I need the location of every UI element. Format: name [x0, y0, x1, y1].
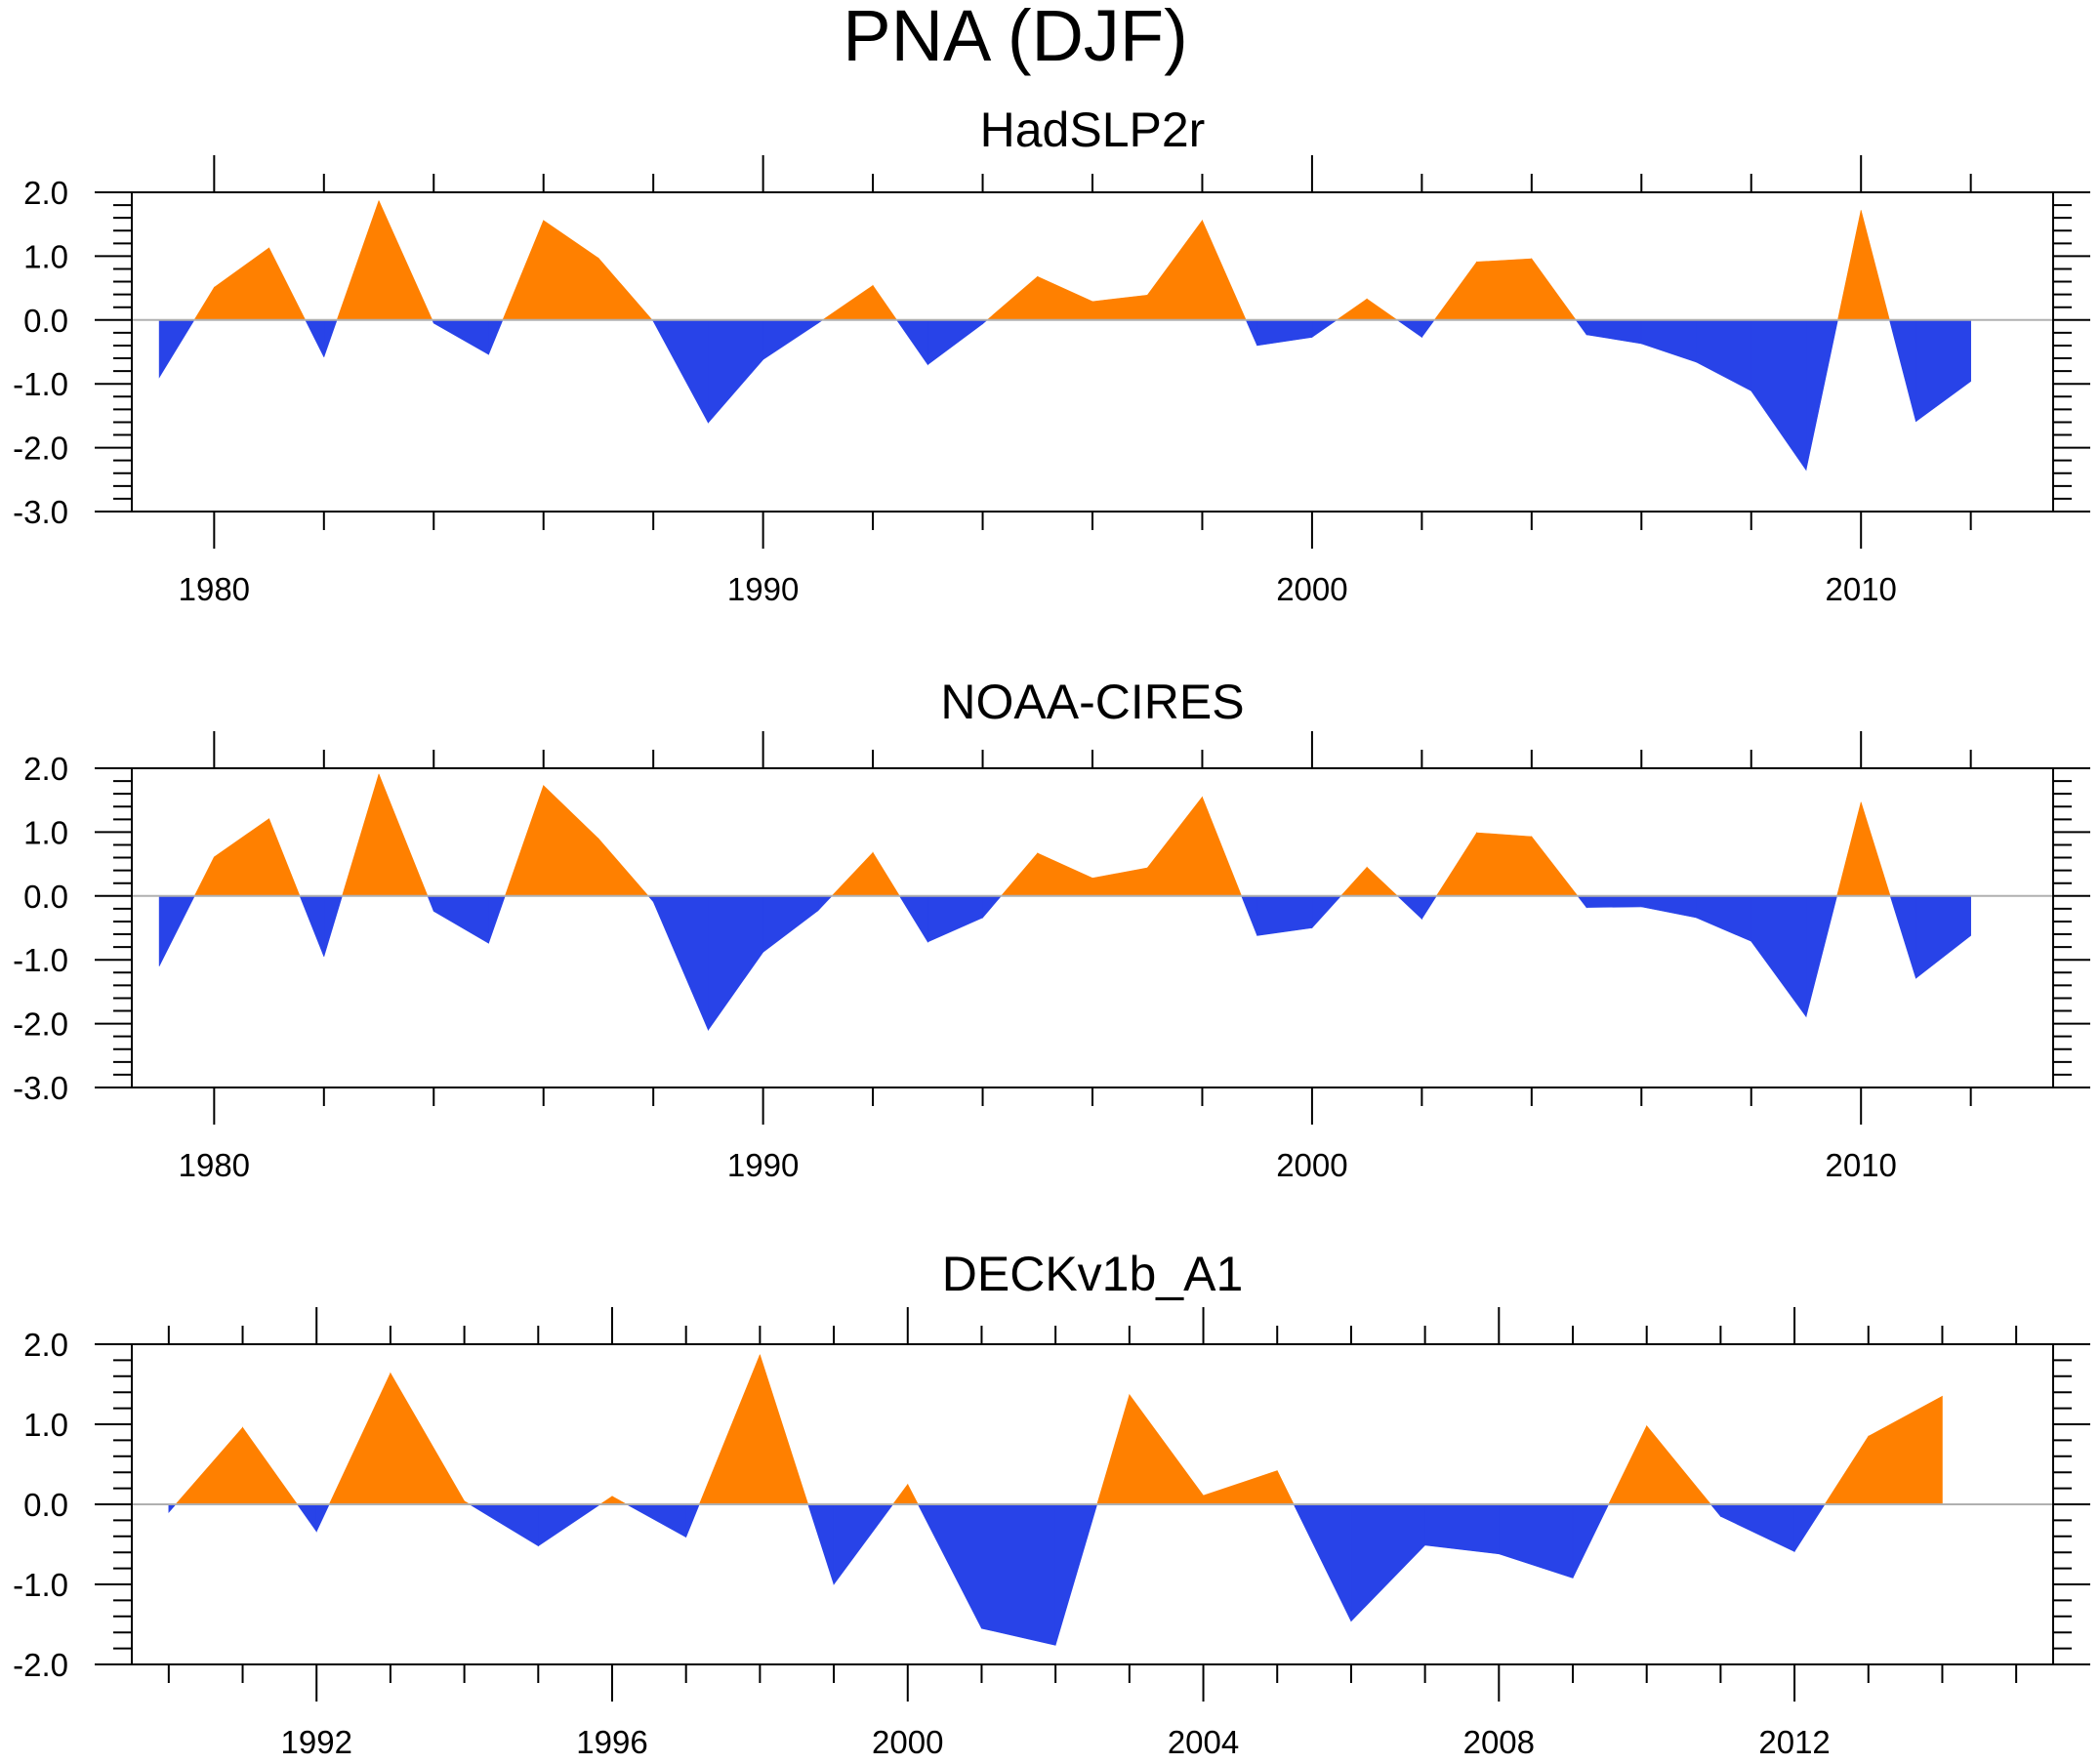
y-tick-label: -1.0 — [13, 942, 68, 978]
positive-area-segment — [1476, 832, 1533, 897]
negative-area-segment — [1585, 895, 1642, 908]
y-tick-label: 1.0 — [23, 1407, 68, 1443]
y-tick-label: 0.0 — [23, 303, 68, 339]
x-tick-label: 1990 — [727, 571, 799, 607]
panel-1: HadSLP2r 2.0 1.0 0.0 -1.0 -2.0 -3.0 1980 1990 200… — [13, 103, 2090, 607]
y-tick-label: -1.0 — [13, 1567, 68, 1603]
y-tick-label: 0.0 — [23, 1487, 68, 1523]
x-tick-label: 2004 — [1168, 1724, 1239, 1760]
x-tick-label: 2010 — [1825, 1147, 1896, 1183]
x-tick-label: 1980 — [179, 1147, 250, 1183]
x-tick-label: 2000 — [1276, 1147, 1347, 1183]
y-tick-label: -3.0 — [13, 494, 68, 530]
x-tick-label: 1980 — [179, 571, 250, 607]
y-tick-label: -2.0 — [13, 431, 68, 467]
panels-container: HadSLP2r 2.0 1.0 0.0 -1.0 -2.0 -3.0 1980 1990 200… — [13, 103, 2090, 1760]
y-tick-label: 1.0 — [23, 814, 68, 850]
x-tick-label: 1996 — [576, 1724, 647, 1760]
y-tick-label: 0.0 — [23, 879, 68, 915]
x-tick-label: 2008 — [1463, 1724, 1535, 1760]
x-tick-label: 2000 — [872, 1724, 943, 1760]
area-series — [158, 200, 1971, 472]
area-series — [168, 1354, 1943, 1646]
x-tick-label: 2012 — [1758, 1724, 1830, 1760]
panel-title: DECKv1b_A1 — [942, 1247, 1244, 1301]
x-tick-label: 2000 — [1276, 571, 1347, 607]
y-tick-label: 1.0 — [23, 238, 68, 274]
x-tick-label: 2010 — [1825, 571, 1896, 607]
y-tick-label: -3.0 — [13, 1070, 68, 1106]
y-tick-label: -2.0 — [13, 1647, 68, 1683]
panel-3: DECKv1b_A1 2.0 1.0 0.0 -1.0 -2.0 1992 1996 2000 2… — [13, 1247, 2090, 1760]
y-tick-label: 2.0 — [23, 751, 68, 787]
x-tick-label: 1992 — [281, 1724, 352, 1760]
y-axis: 2.0 1.0 0.0 -1.0 -2.0 -3.0 — [13, 751, 2090, 1106]
x-axis: 1992 1996 2000 2004 2008 2012 — [167, 1307, 2018, 1760]
y-tick-label: -2.0 — [13, 1006, 68, 1043]
y-axis: 2.0 1.0 0.0 -1.0 -2.0 -3.0 — [13, 175, 2090, 530]
y-tick-label: -1.0 — [13, 366, 68, 402]
panel-2: NOAA-CIRES 2.0 1.0 0.0 -1.0 -2.0 -3.0 1980 1990 2… — [13, 675, 2090, 1183]
y-tick-label: 2.0 — [23, 1327, 68, 1363]
x-axis: 1980 1990 2000 2010 — [179, 731, 1972, 1183]
positive-area-segment — [1476, 258, 1533, 321]
negative-area-segment — [981, 1503, 1056, 1646]
panel-title: NOAA-CIRES — [940, 675, 1244, 729]
y-axis: 2.0 1.0 0.0 -1.0 -2.0 — [13, 1327, 2090, 1683]
negative-area-segment — [1424, 1503, 1500, 1555]
x-axis: 1980 1990 2000 2010 — [179, 155, 1972, 607]
panel-title: HadSLP2r — [980, 103, 1206, 157]
main-title: PNA (DJF) — [843, 0, 1188, 76]
y-tick-label: 2.0 — [23, 175, 68, 211]
x-tick-label: 1990 — [727, 1147, 799, 1183]
